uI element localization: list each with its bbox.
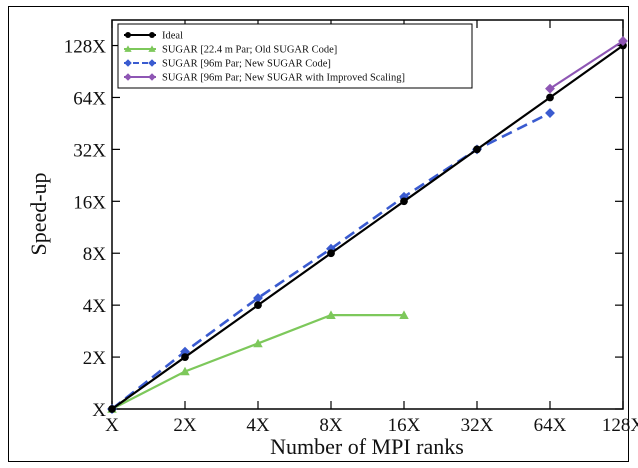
legend-entry: SUGAR [22.4 m Par; Old SUGAR Code] bbox=[124, 45, 337, 56]
plot-area-border bbox=[111, 19, 624, 410]
data-point bbox=[254, 301, 262, 310]
y-axis: X 2X 4X 8X 16X 32X 64X 128X bbox=[64, 37, 623, 421]
data-point bbox=[148, 59, 156, 67]
data-point bbox=[546, 93, 554, 102]
y-tick-label: 2X bbox=[83, 348, 107, 369]
legend-label: Ideal bbox=[162, 31, 183, 42]
data-point bbox=[108, 405, 116, 413]
data-point bbox=[253, 338, 263, 348]
data-point bbox=[148, 45, 156, 52]
data-point bbox=[545, 83, 555, 94]
series-line bbox=[111, 44, 624, 410]
legend-label: SUGAR [96m Par; New SUGAR Code] bbox=[162, 59, 331, 70]
series-3 bbox=[545, 36, 628, 94]
series-layer bbox=[107, 36, 628, 414]
y-tick-label: 32X bbox=[73, 140, 106, 161]
x-tick-label: 2X bbox=[173, 415, 197, 436]
data-point bbox=[618, 36, 628, 46]
data-point bbox=[180, 366, 190, 376]
x-tick-label: 64X bbox=[534, 415, 567, 436]
legend-box bbox=[117, 23, 473, 89]
x-tick-label: X bbox=[105, 415, 119, 436]
legend: Ideal SUGAR [22.4 m Par; Old SUGAR Code] S… bbox=[117, 23, 473, 89]
data-point bbox=[400, 197, 408, 206]
data-point bbox=[327, 249, 335, 258]
y-tick-label: 8X bbox=[83, 244, 107, 265]
x-tick-label: 8X bbox=[319, 415, 343, 436]
legend-entry: SUGAR [96m Par; New SUGAR Code] bbox=[124, 59, 331, 70]
data-point bbox=[148, 73, 156, 81]
data-point bbox=[326, 310, 336, 319]
data-point bbox=[125, 32, 131, 38]
x-tick-label: 128X bbox=[602, 415, 638, 436]
y-tick-label: 128X bbox=[64, 37, 107, 58]
data-point bbox=[545, 108, 555, 118]
legend-label: SUGAR [96m Par; New SUGAR with Improved … bbox=[162, 73, 405, 84]
y-axis-title: Speed-up bbox=[26, 172, 51, 255]
x-tick-label: 16X bbox=[388, 415, 421, 436]
data-point bbox=[181, 353, 189, 361]
data-point bbox=[399, 310, 409, 319]
data-point bbox=[149, 32, 155, 38]
y-tick-label: 16X bbox=[73, 192, 106, 213]
series-line bbox=[111, 314, 404, 410]
y-tick-label: 4X bbox=[83, 296, 107, 317]
y-tick-label: 64X bbox=[73, 88, 106, 109]
x-tick-label: 4X bbox=[246, 415, 270, 436]
series-2 bbox=[107, 108, 555, 414]
x-tick-label: 32X bbox=[461, 415, 494, 436]
legend-entry: Ideal bbox=[124, 31, 183, 42]
data-point bbox=[473, 145, 481, 154]
x-axis-title: Number of MPI ranks bbox=[270, 434, 464, 459]
y-tick-label: X bbox=[92, 400, 106, 421]
legend-entry: SUGAR [96m Par; New SUGAR with Improved … bbox=[124, 73, 405, 84]
series-1 bbox=[107, 310, 409, 413]
legend-label: SUGAR [22.4 m Par; Old SUGAR Code] bbox=[162, 45, 337, 56]
series-line bbox=[549, 40, 624, 90]
data-point bbox=[124, 73, 132, 81]
data-point bbox=[253, 293, 263, 303]
x-axis: X 2X 4X 8X 16X 32X 64X 128X bbox=[105, 20, 638, 436]
series-line bbox=[111, 111, 551, 411]
series-0 bbox=[108, 41, 627, 413]
data-point bbox=[124, 59, 132, 67]
data-point bbox=[124, 45, 132, 52]
